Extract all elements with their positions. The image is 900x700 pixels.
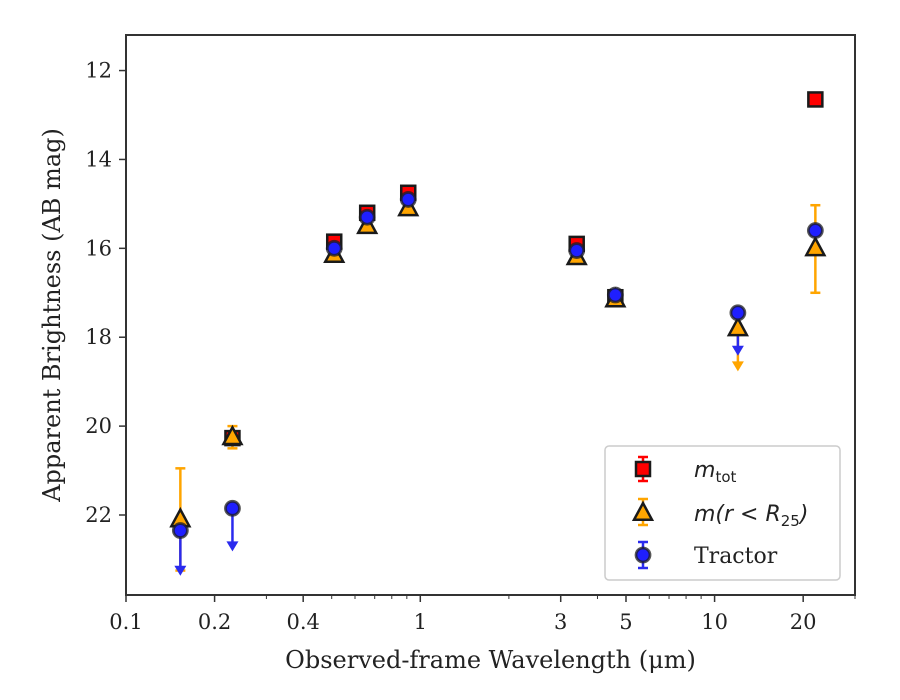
x-tick-label: 10 — [701, 610, 728, 634]
x-axis: 0.1 0.2 0.4 1 3 5 10 20 — [109, 595, 856, 634]
x-axis-title: Observed-frame Wavelength (μm) — [285, 646, 696, 674]
circle-marker — [806, 222, 824, 239]
triangle-marker — [804, 235, 827, 257]
upper-limit-arrow — [174, 565, 187, 576]
legend: mtot m(r < R25) Tractor — [604, 445, 841, 581]
x-tick-label: 1 — [414, 610, 427, 634]
upper-limit-arrow — [731, 345, 744, 356]
circle-marker — [224, 499, 241, 517]
circle-marker — [171, 522, 189, 539]
y-axis: 12 14 16 18 20 22 — [85, 59, 126, 527]
x-tick-label: 0.1 — [109, 610, 142, 634]
circle-marker — [634, 546, 652, 564]
x-tick-label: 3 — [554, 610, 567, 634]
legend-label: m(r < R25) — [694, 502, 808, 530]
circle-marker — [606, 286, 624, 304]
circle-marker — [568, 242, 586, 259]
upper-limit-arrow — [226, 541, 239, 552]
circle-marker — [358, 208, 376, 226]
square-marker — [634, 460, 652, 478]
y-axis-title: Apparent Brightness (AB mag) — [38, 128, 66, 503]
circle-marker — [325, 239, 343, 257]
upper-limit-arrow — [731, 361, 744, 372]
square-marker — [807, 91, 824, 108]
y-tick-label: 20 — [85, 414, 112, 438]
plot-frame — [125, 34, 856, 596]
triangle-marker — [221, 424, 244, 446]
x-tick-label: 0.4 — [286, 610, 319, 634]
circle-marker — [399, 191, 417, 208]
data-marks — [169, 91, 827, 576]
legend-box — [604, 445, 841, 581]
x-tick-label: 5 — [619, 610, 632, 634]
y-tick-label: 14 — [85, 147, 112, 171]
triangle-marker — [726, 315, 749, 337]
y-tick-label: 22 — [85, 503, 112, 527]
x-tick-label: 20 — [790, 610, 817, 634]
y-tick-label: 12 — [85, 59, 112, 83]
triangle-marker — [631, 500, 655, 521]
y-tick-label: 18 — [85, 325, 112, 349]
x-tick-label: 0.2 — [198, 610, 231, 634]
y-tick-label: 16 — [85, 236, 112, 260]
legend-label: mtot — [694, 458, 736, 486]
circle-marker — [729, 304, 747, 322]
markers-circle — [171, 191, 824, 539]
legend-label: Tractor — [694, 544, 778, 569]
